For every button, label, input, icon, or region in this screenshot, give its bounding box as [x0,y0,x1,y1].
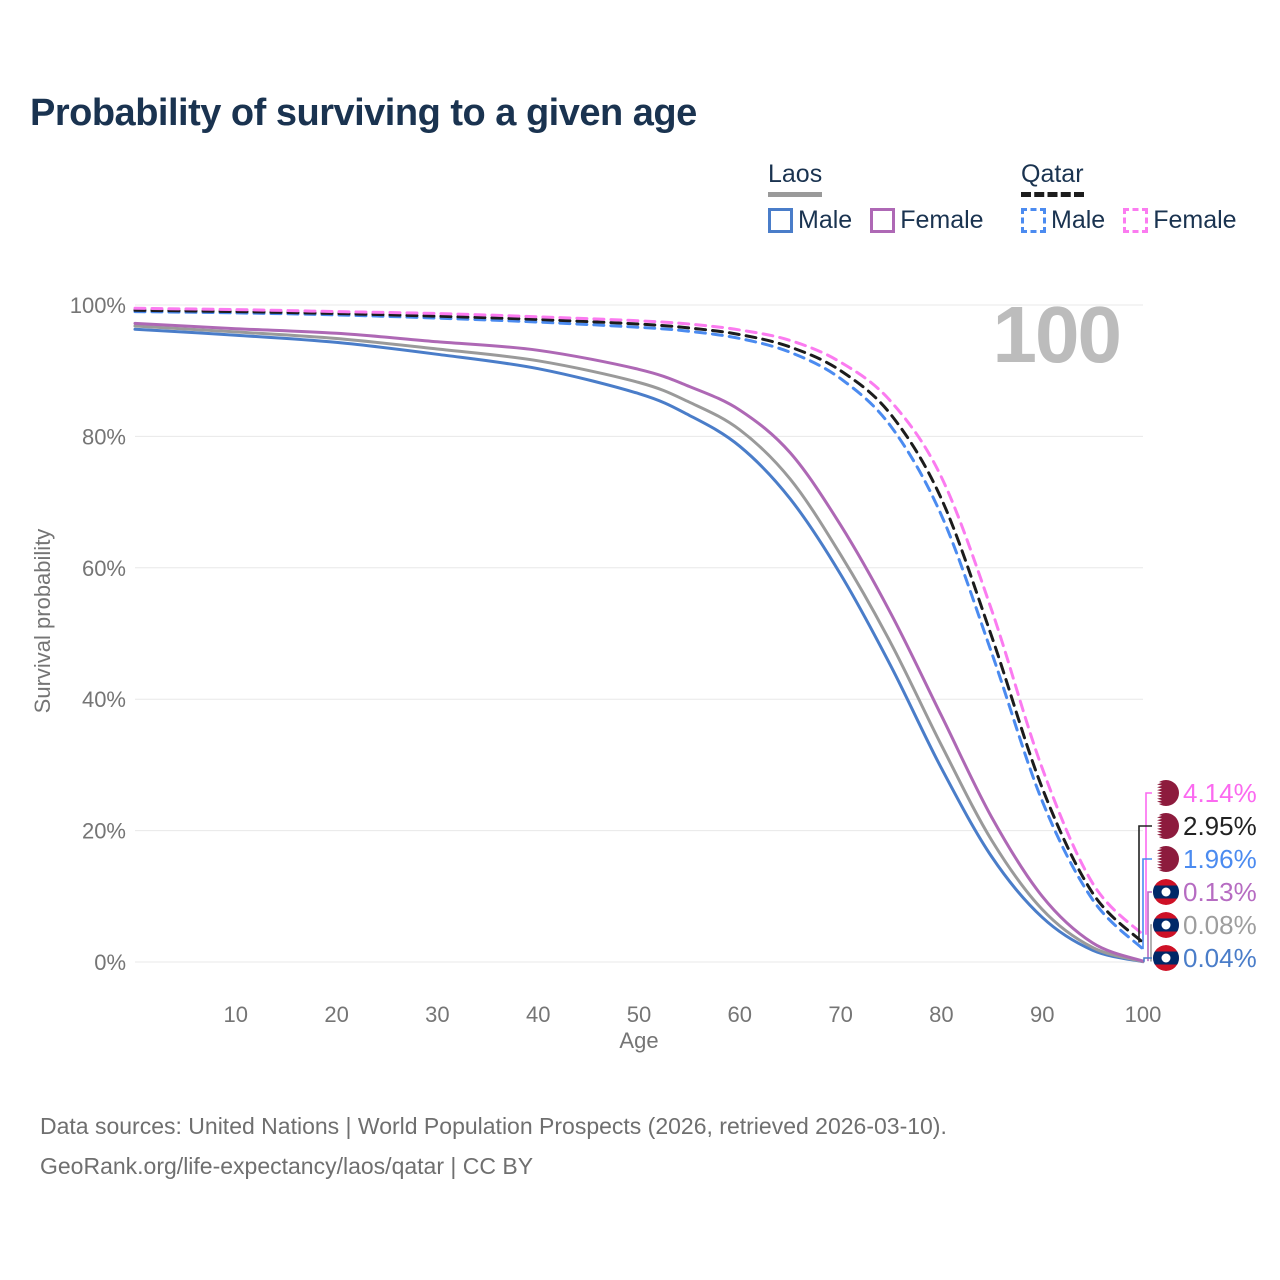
laos-flag-icon [1153,945,1179,971]
end-label-connector [1142,858,1152,950]
end-label-value: 1.96% [1183,844,1257,874]
qatar-male-swatch-icon [1021,208,1046,233]
legend-item-laos-male[interactable]: Male [768,206,852,235]
legend-group-laos: Laos Male Female [768,160,984,235]
end-label-value: 0.08% [1183,910,1257,940]
x-axis-label: Age [619,1028,659,1053]
y-tick-label: 0% [94,950,126,975]
end-label-value: 0.13% [1183,877,1257,907]
series-line-qatar-male [133,310,1145,951]
y-tick-label: 100% [70,293,126,318]
laos-flag-icon [1153,879,1179,905]
x-tick-label: 10 [224,1002,248,1027]
qatar-flag-icon [1153,813,1179,839]
qatar-female-swatch-icon [1123,208,1149,233]
end-label-connector [1150,924,1152,962]
qatar-flag-icon [1153,780,1179,806]
y-tick-label: 20% [82,819,126,844]
legend-item-label: Female [1153,206,1237,234]
x-tick-label: 40 [526,1002,550,1027]
y-tick-label: 80% [82,424,126,449]
attribution-line: GeoRank.org/life-expectancy/laos/qatar |… [40,1153,534,1179]
x-tick-label: 100 [1125,1002,1162,1027]
page-title: Probability of surviving to a given age [30,92,697,134]
legend-item-qatar-female[interactable]: Female [1123,206,1237,235]
end-label-value: 4.14% [1183,778,1257,808]
x-tick-label: 70 [828,1002,852,1027]
laos-male-swatch-icon [768,208,793,233]
end-label-value: 2.95% [1183,811,1257,841]
legend-item-label: Male [1051,206,1106,234]
footer: Data sources: United Nations | World Pop… [40,1106,947,1186]
x-tick-label: 90 [1030,1002,1054,1027]
age-watermark: 100 [992,290,1122,379]
y-axis-label: Survival probability [30,528,55,714]
legend-header-laos: Laos [768,160,823,197]
end-label-connector [1138,825,1152,943]
end-label-connector [1143,957,1152,962]
data-sources-line: Data sources: United Nations | World Pop… [40,1113,947,1139]
y-tick-label: 60% [82,556,126,581]
series-line-qatar-both-sexes [133,308,1145,945]
x-tick-label: 60 [728,1002,752,1027]
x-tick-label: 30 [425,1002,449,1027]
x-tick-label: 20 [324,1002,348,1027]
series-line-laos-both-sexes [133,324,1145,963]
legend-item-label: Female [900,206,984,234]
series-line-laos-female [133,321,1145,963]
series-line-laos-male [133,327,1145,964]
qatar-flag-icon [1153,846,1179,872]
legend-item-laos-female[interactable]: Female [870,206,984,235]
y-tick-label: 40% [82,687,126,712]
end-label-value: 0.04% [1183,943,1257,973]
legend-item-label: Male [798,206,853,234]
end-label-connector [1145,792,1152,935]
laos-flag-icon [1153,912,1179,938]
x-tick-label: 80 [929,1002,953,1027]
end-label-connector [1147,891,1152,962]
legend-item-qatar-male[interactable]: Male [1021,206,1105,235]
legend-group-qatar: Qatar Male Female [1021,160,1237,235]
x-tick-label: 50 [627,1002,651,1027]
legend-header-qatar: Qatar [1021,160,1084,197]
series-line-qatar-female [133,306,1145,937]
laos-female-swatch-icon [870,208,896,233]
